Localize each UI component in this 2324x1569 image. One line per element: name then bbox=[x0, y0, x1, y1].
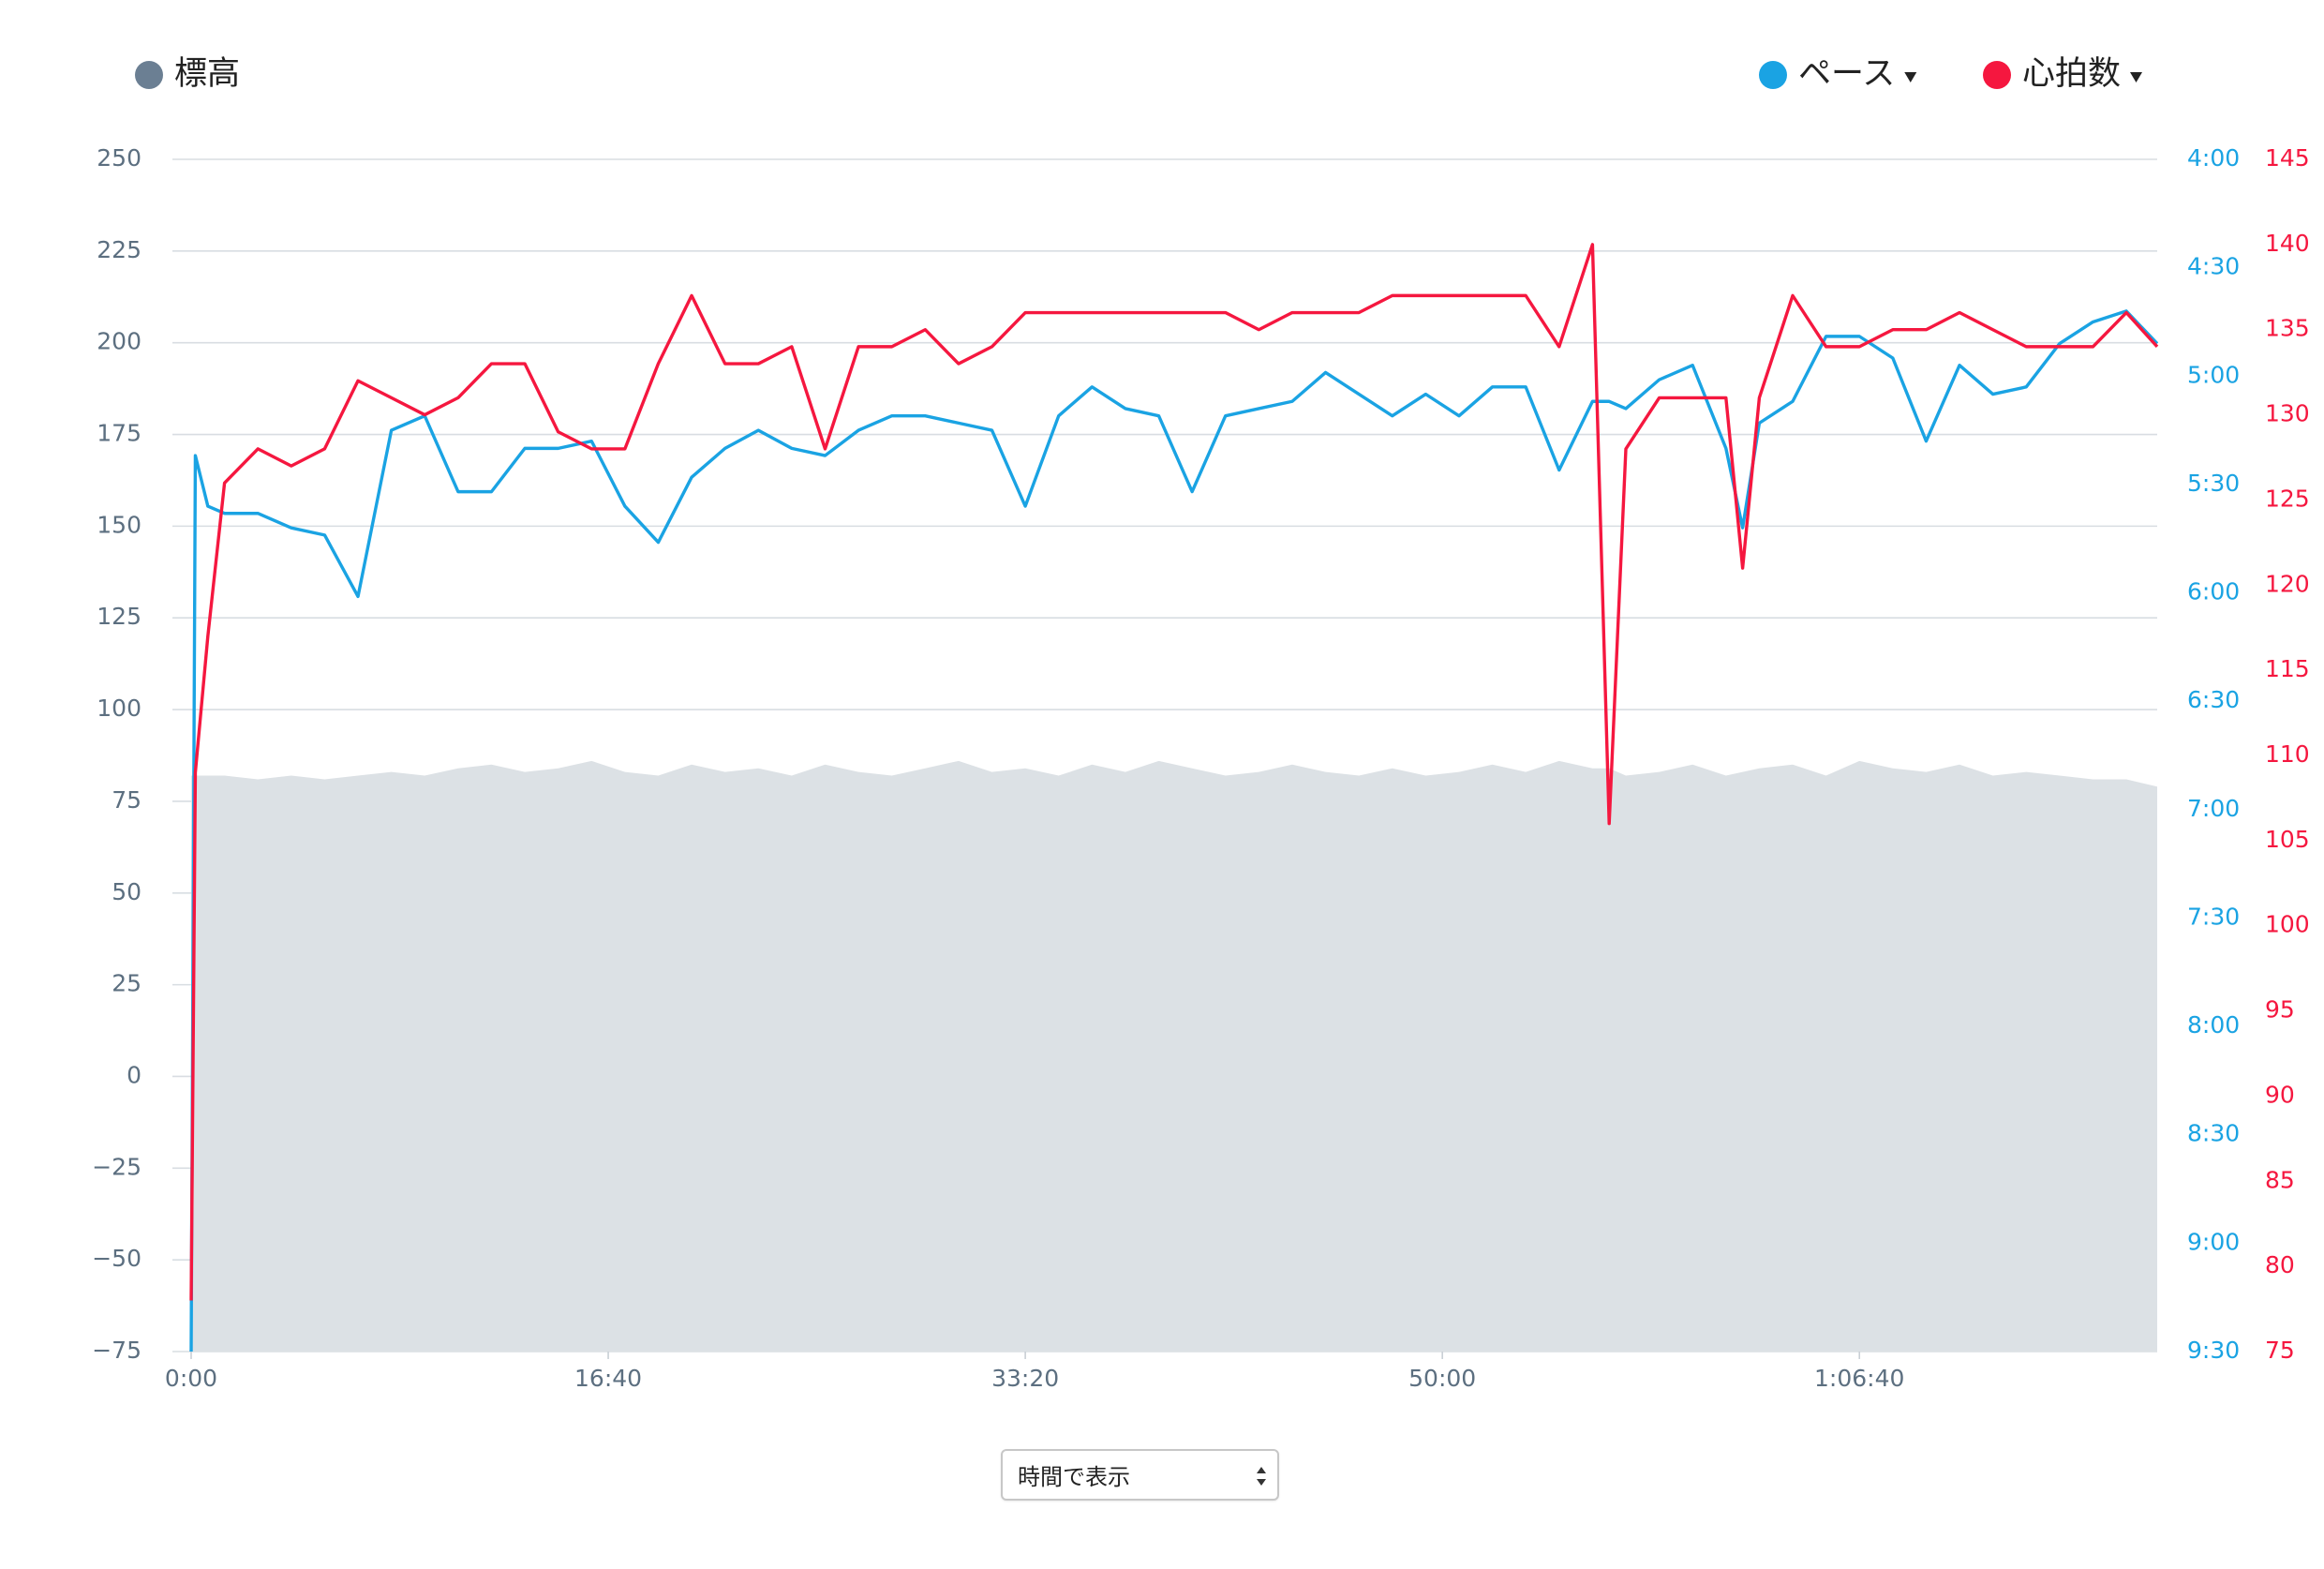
elevation-area bbox=[191, 760, 2157, 1352]
x-tick-label: 1:06:40 bbox=[1814, 1365, 1904, 1392]
legend-dropdown-arrow bbox=[1904, 72, 1917, 82]
tick-label: 90 bbox=[2265, 1081, 2295, 1108]
y-tick-label: 175 bbox=[97, 420, 142, 447]
x-tick-label: 0:00 bbox=[165, 1365, 217, 1392]
lines bbox=[189, 243, 2159, 1352]
y-tick-label: 25 bbox=[112, 970, 142, 997]
tick-label: 5:30 bbox=[2187, 470, 2240, 497]
tick-label: 135 bbox=[2265, 315, 2310, 342]
legend-item: 標高 bbox=[135, 55, 240, 93]
legend-dot bbox=[135, 61, 163, 89]
tick-label: 80 bbox=[2265, 1251, 2295, 1278]
series-line bbox=[189, 309, 2159, 1352]
tick-label: 7:30 bbox=[2187, 903, 2240, 930]
series-line bbox=[189, 243, 2159, 1301]
y-tick-label: −25 bbox=[92, 1153, 142, 1180]
tick-label: 7:00 bbox=[2187, 795, 2240, 822]
legend-text: 心拍数 bbox=[2022, 55, 2121, 93]
legend-text: ペース bbox=[1798, 55, 1895, 93]
x-tick-label: 33:20 bbox=[991, 1365, 1059, 1392]
x-tick-label: 50:00 bbox=[1408, 1365, 1476, 1392]
tick-label: 120 bbox=[2265, 570, 2310, 597]
tick-label: 6:30 bbox=[2187, 686, 2240, 713]
tick-label: 105 bbox=[2265, 826, 2310, 853]
tick-label: 4:00 bbox=[2187, 144, 2240, 172]
y-tick-label: 250 bbox=[97, 144, 142, 172]
legend-dot bbox=[1759, 61, 1787, 89]
y-tick-label: 125 bbox=[97, 603, 142, 630]
tick-label: 125 bbox=[2265, 485, 2310, 512]
tick-label: 9:00 bbox=[2187, 1228, 2240, 1255]
y-tick-label: −50 bbox=[92, 1245, 142, 1272]
tick-label: 100 bbox=[2265, 911, 2310, 938]
tick-label: 85 bbox=[2265, 1166, 2295, 1193]
tick-label: 5:00 bbox=[2187, 361, 2240, 388]
legend-item[interactable]: ペース bbox=[1759, 55, 1917, 93]
tick-label: 145 bbox=[2265, 144, 2310, 172]
x-mode-select[interactable]: 時間で表示 bbox=[1001, 1449, 1279, 1501]
tick-label: 115 bbox=[2265, 655, 2310, 682]
tick-label: 9:30 bbox=[2187, 1337, 2240, 1364]
tick-label: 6:00 bbox=[2187, 578, 2240, 605]
legend-item[interactable]: 心拍数 bbox=[1983, 55, 2143, 93]
tick-label: 8:00 bbox=[2187, 1011, 2240, 1039]
select-label: 時間で表示 bbox=[1018, 1464, 1130, 1490]
tick-label: 110 bbox=[2265, 740, 2310, 768]
tick-label: 95 bbox=[2265, 996, 2295, 1024]
x-tick-label: 16:40 bbox=[574, 1365, 642, 1392]
tick-label: 140 bbox=[2265, 230, 2310, 257]
legend-dot bbox=[1983, 61, 2011, 89]
tick-label: 75 bbox=[2265, 1337, 2295, 1364]
y-tick-label: 225 bbox=[97, 236, 142, 263]
y-tick-label: 150 bbox=[97, 511, 142, 538]
y-tick-label: 50 bbox=[112, 878, 142, 905]
tick-label: 130 bbox=[2265, 400, 2310, 427]
y-tick-label: 200 bbox=[97, 328, 142, 355]
y-tick-label: 0 bbox=[127, 1061, 142, 1088]
legend-dropdown-arrow bbox=[2130, 72, 2143, 82]
y-tick-label: −75 bbox=[92, 1337, 142, 1364]
y-tick-label: 100 bbox=[97, 695, 142, 722]
tick-label: 8:30 bbox=[2187, 1120, 2240, 1147]
legend-text: 標高 bbox=[174, 55, 240, 93]
tick-label: 4:30 bbox=[2187, 253, 2240, 280]
areas bbox=[191, 760, 2157, 1352]
y-tick-label: 75 bbox=[112, 786, 142, 814]
select-arrows bbox=[1257, 1467, 1266, 1486]
